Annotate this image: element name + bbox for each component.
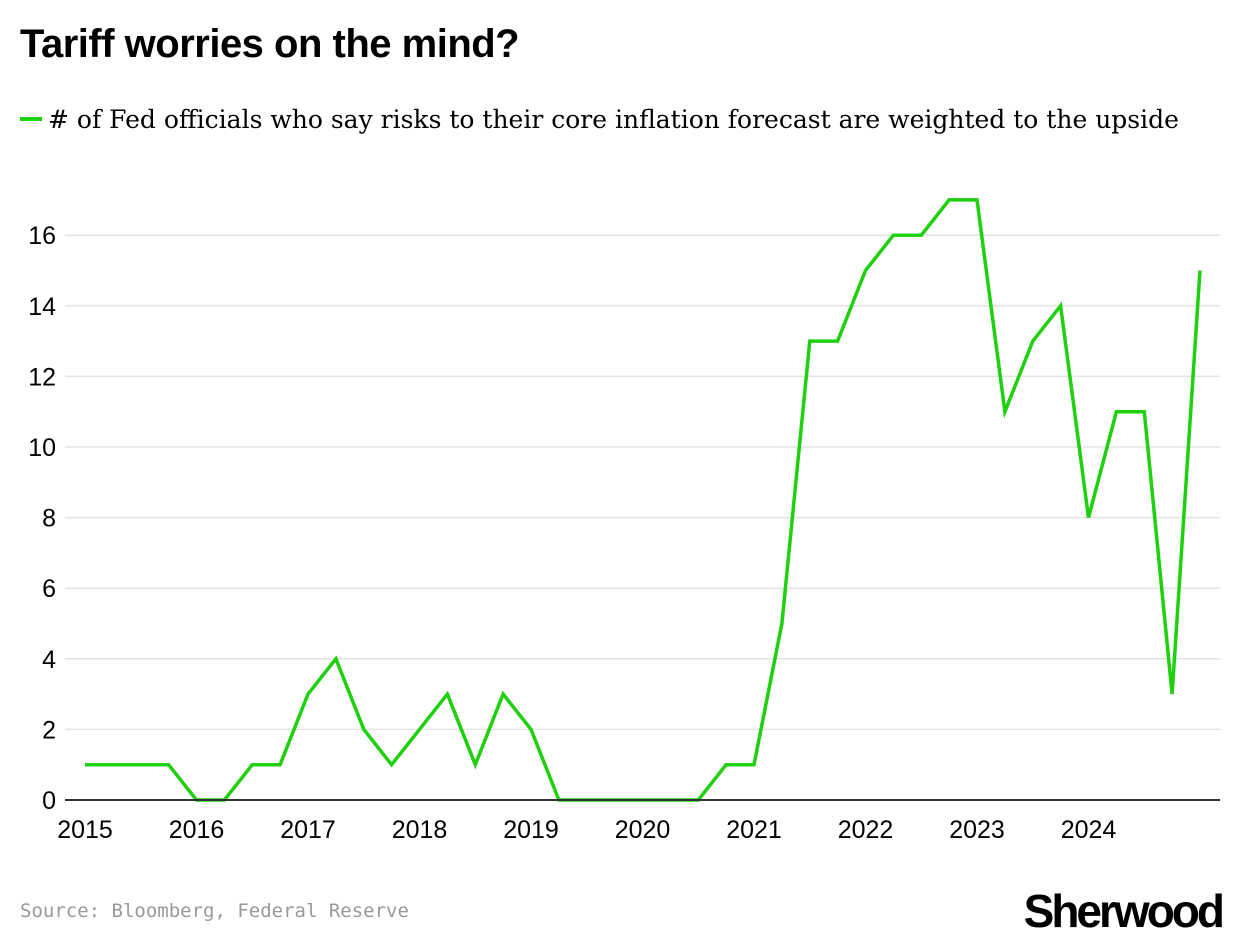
- source-note: Source: Bloomberg, Federal Reserve: [20, 900, 409, 922]
- x-tick-label: 2024: [1061, 816, 1117, 844]
- x-tick-label: 2015: [57, 816, 113, 844]
- x-tick-label: 2021: [726, 816, 782, 844]
- y-tick-label: 10: [28, 434, 56, 462]
- y-tick-label: 12: [28, 363, 56, 391]
- y-tick-label: 16: [28, 222, 56, 250]
- x-tick-label: 2016: [169, 816, 225, 844]
- legend-swatch: [20, 116, 42, 121]
- x-tick-label: 2020: [615, 816, 671, 844]
- line-chart: 0 2 4 6 8 10 12 14 16 2015 2016 2017 2018 2019 2020 202…: [28, 198, 1220, 844]
- y-tick-label: 14: [28, 293, 56, 321]
- y-tick-label: 6: [42, 575, 56, 603]
- x-tick-label: 2018: [392, 816, 448, 844]
- x-tick-label: 2017: [280, 816, 336, 844]
- sherwood-logo: Sherwood: [1023, 885, 1225, 937]
- x-tick-label: 2023: [949, 816, 1005, 844]
- y-tick-label: 2: [42, 716, 56, 744]
- chart-title: Tariff worries on the mind?: [20, 22, 520, 66]
- series-line: [85, 198, 1202, 802]
- x-tick-label: 2022: [838, 816, 894, 844]
- legend: # of Fed officials who say risks to thei…: [20, 100, 1180, 140]
- y-tick-label: 8: [42, 505, 56, 533]
- y-tick-label: 4: [42, 646, 56, 674]
- x-tick-label: 2019: [503, 816, 559, 844]
- legend-label: # of Fed officials who say risks to thei…: [48, 105, 1179, 134]
- y-tick-label: 0: [42, 787, 56, 815]
